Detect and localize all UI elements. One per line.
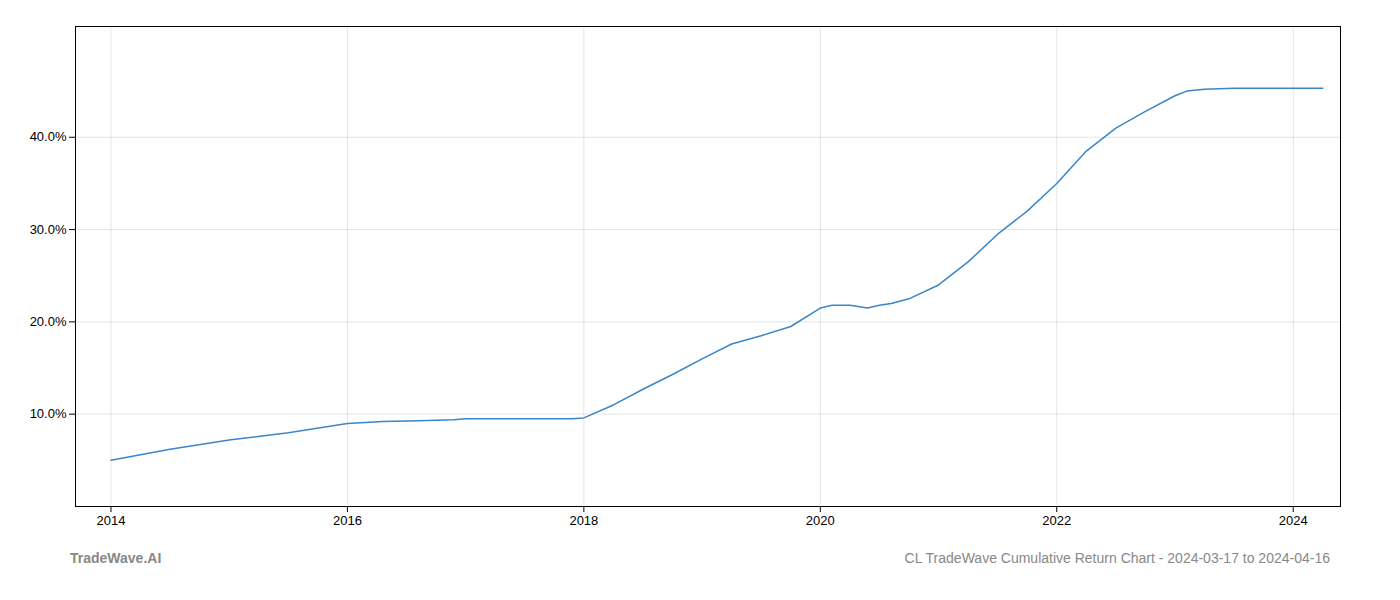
svg-text:2014: 2014 bbox=[97, 513, 126, 528]
svg-text:2024: 2024 bbox=[1279, 513, 1308, 528]
svg-text:10.0%: 10.0% bbox=[30, 406, 67, 421]
svg-text:30.0%: 30.0% bbox=[30, 222, 67, 237]
html-text:TradeWave.AI: TradeWave.AI bbox=[70, 550, 162, 566]
svg-text:2022: 2022 bbox=[1042, 513, 1071, 528]
svg-text:2016: 2016 bbox=[333, 513, 362, 528]
svg-text:2018: 2018 bbox=[569, 513, 598, 528]
svg-text:2020: 2020 bbox=[806, 513, 835, 528]
svg-text:40.0%: 40.0% bbox=[30, 129, 67, 144]
html-text:CL TradeWave Cumulative Return: CL TradeWave Cumulative Return Chart - 2… bbox=[904, 550, 1330, 566]
svg-text:20.0%: 20.0% bbox=[30, 314, 67, 329]
